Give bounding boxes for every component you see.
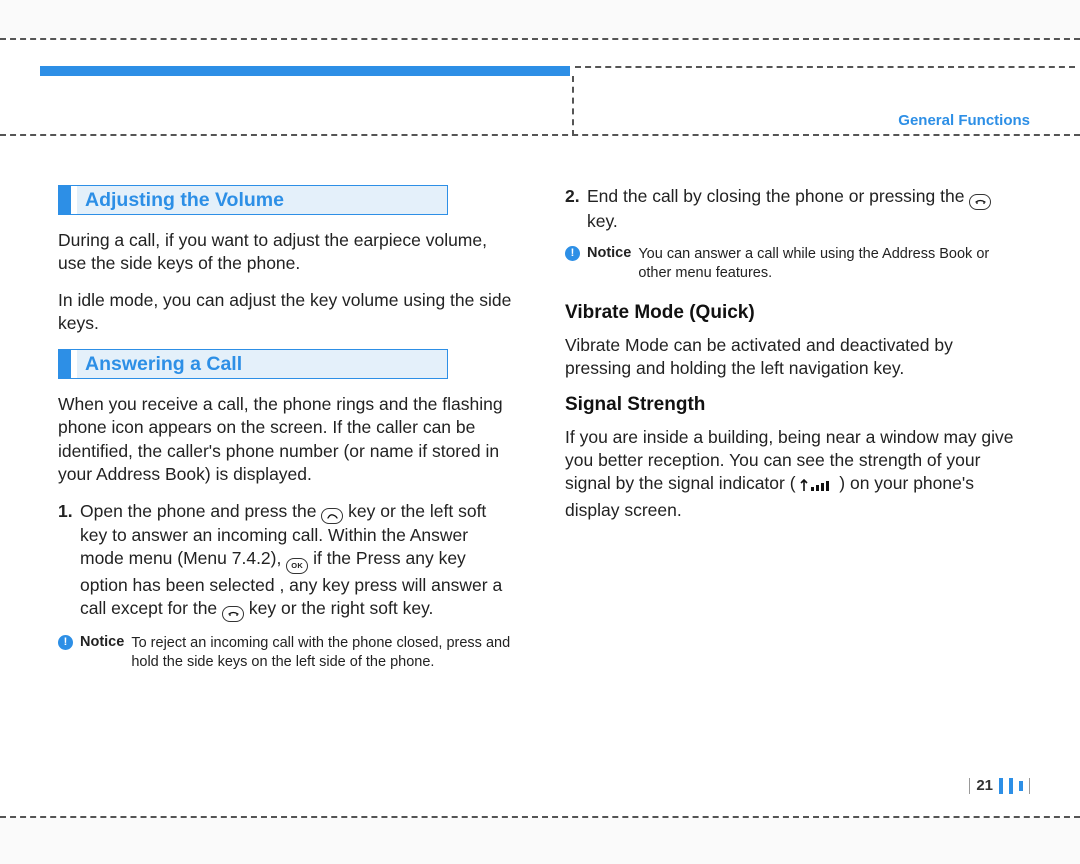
step-list: End the call by closing the phone or pre… [565,185,1022,233]
step-list: Open the phone and press the key or the … [58,500,515,622]
notice-text: To reject an incoming call with the phon… [131,634,515,673]
footer-tick [999,778,1003,794]
footer-tick [1019,781,1023,791]
paragraph: If you are inside a building, being near… [565,426,1022,522]
notice-icon: ! [58,635,73,650]
paragraph: In idle mode, you can adjust the key vol… [58,289,515,335]
footer-tick [1009,778,1013,794]
subheading-vibrate: Vibrate Mode (Quick) [565,302,1022,324]
notice-text: You can answer a call while using the Ad… [638,245,1022,284]
heading-title: Answering a Call [77,350,447,378]
notice-icon: ! [565,246,580,261]
heading-adjusting-volume: Adjusting the Volume [58,185,448,215]
header-underline-dash [0,134,1080,136]
header-vertical-dash [572,76,574,136]
section-breadcrumb: General Functions [898,112,1030,129]
heading-answering-call: Answering a Call [58,349,448,379]
page-number: 21 [976,777,993,794]
end-key-icon [222,606,244,622]
step-item: Open the phone and press the key or the … [58,500,515,622]
heading-title: Adjusting the Volume [77,186,447,214]
left-column: Adjusting the Volume During a call, if y… [58,185,515,691]
paragraph: When you receive a call, the phone rings… [58,393,515,485]
subheading-signal: Signal Strength [565,394,1022,416]
notice-block: ! Notice You can answer a call while usi… [565,245,1022,284]
paragraph: Vibrate Mode can be activated and deacti… [565,334,1022,380]
header-accent-bar [40,66,570,76]
signal-strength-icon [800,476,834,499]
notice-label: Notice [587,245,631,261]
end-key-icon [969,194,991,210]
step-item: End the call by closing the phone or pre… [565,185,1022,233]
page-footer: 21 [969,777,1030,794]
footer-separator [1029,778,1030,794]
notice-block: ! Notice To reject an incoming call with… [58,634,515,673]
send-key-icon [321,508,343,524]
content-area: Adjusting the Volume During a call, if y… [58,185,1022,691]
right-column: End the call by closing the phone or pre… [565,185,1022,691]
notice-label: Notice [80,634,124,650]
paragraph: During a call, if you want to adjust the… [58,229,515,275]
manual-page: General Functions Adjusting the Volume D… [0,38,1080,818]
heading-accent-bar [59,186,71,214]
header-dash-rule [575,66,1075,68]
heading-accent-bar [59,350,71,378]
ok-key-icon: OK [286,558,308,574]
footer-separator [969,778,970,794]
